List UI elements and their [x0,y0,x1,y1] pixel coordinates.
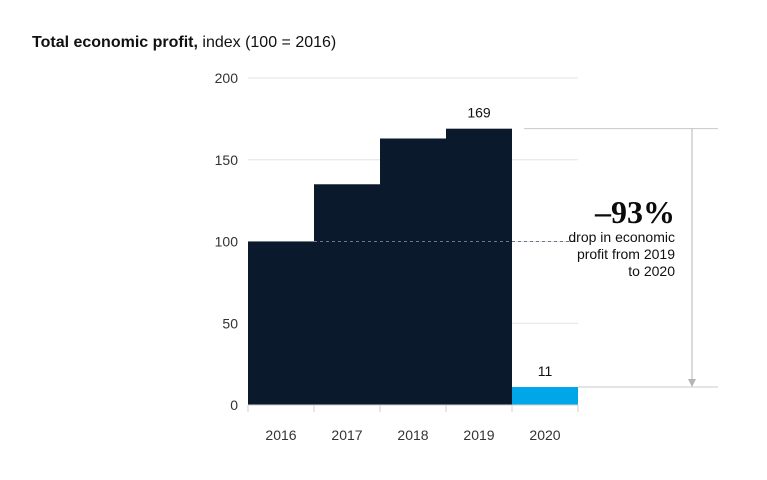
x-axis-ticks: 2016 2017 2018 2019 2020 [247,404,579,443]
data-label-2020: 11 [538,363,553,379]
y-tick-200: 200 [215,70,239,86]
y-axis-ticks: 0 50 100 150 200 [215,70,239,413]
drop-percent-label: –93% [595,194,675,230]
bars [248,128,578,405]
y-tick-100: 100 [215,234,239,250]
annotation-arrow-head [688,379,696,388]
bar-2020 [512,387,578,405]
drop-description: drop in economic profit from 2019 to 202… [568,229,675,279]
data-label-2019: 169 [467,105,491,121]
chart-title-rest: index (100 = 2016) [197,34,337,51]
chart-title: Total economic profit, index (100 = 2016… [32,34,336,52]
bar-2019 [446,128,512,405]
x-tick-2020: 2020 [529,427,560,443]
data-labels: 169 11 [467,105,552,379]
x-tick-2019: 2019 [463,427,494,443]
drop-annotation-lines [314,128,718,388]
y-tick-150: 150 [215,152,239,168]
bar-2018 [380,138,446,405]
bar-2017 [314,184,380,405]
y-tick-50: 50 [222,315,238,331]
bar-2016 [248,241,314,405]
x-tick-2017: 2017 [331,427,362,443]
chart-title-bold: Total economic profit, [32,34,198,51]
x-tick-2016: 2016 [265,427,296,443]
x-tick-2018: 2018 [397,427,428,443]
y-tick-0: 0 [230,397,238,413]
